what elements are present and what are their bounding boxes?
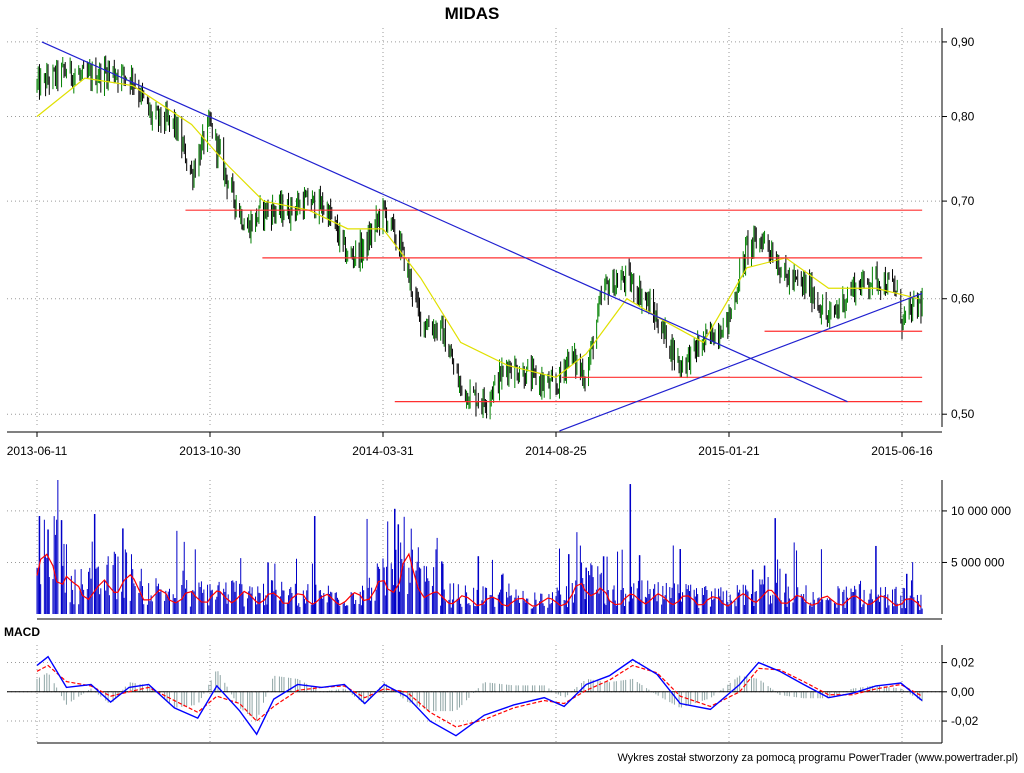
macd-panel xyxy=(7,655,942,744)
trendline xyxy=(41,41,848,403)
price-y-tick-label: 0,60 xyxy=(951,292,975,306)
x-tick-label: 2013-06-11 xyxy=(7,444,68,458)
macd-panel-label: MACD xyxy=(4,625,40,639)
axes-layer: 0,50 0,60 0,70 0,80 0,90 5 000 000 10 000 000 -… xyxy=(7,28,1011,743)
volume-moving-average xyxy=(36,552,922,608)
volume-y-tick-label: 5 000 000 xyxy=(951,555,1005,569)
grid-layer xyxy=(7,28,942,743)
chart-title: MIDAS xyxy=(445,4,500,23)
trendline xyxy=(559,292,923,432)
macd-y-tick-label: 0,02 xyxy=(951,656,975,670)
macd-y-tick-label: 0,00 xyxy=(951,685,975,699)
price-panel xyxy=(36,41,923,432)
price-y-tick-label: 0,50 xyxy=(951,407,975,421)
x-tick-label: 2014-03-31 xyxy=(352,444,414,458)
x-tick-label: 2015-01-21 xyxy=(698,444,760,458)
macd-line xyxy=(36,655,923,737)
x-tick-label: 2015-06-16 xyxy=(871,444,933,458)
price-moving-average xyxy=(36,77,919,378)
price-y-tick-label: 0,90 xyxy=(951,35,975,49)
volume-panel xyxy=(36,480,942,620)
x-tick-label: 2013-10-30 xyxy=(179,444,241,458)
macd-y-tick-label: -0,02 xyxy=(951,714,979,728)
footer-credit: Wykres został stworzony za pomocą progra… xyxy=(617,752,1018,764)
x-tick-label: 2014-08-25 xyxy=(525,444,587,458)
price-y-tick-label: 0,80 xyxy=(951,110,975,124)
price-y-tick-label: 0,70 xyxy=(951,194,975,208)
macd-signal-line xyxy=(36,664,923,728)
volume-y-tick-label: 10 000 000 xyxy=(951,504,1011,518)
